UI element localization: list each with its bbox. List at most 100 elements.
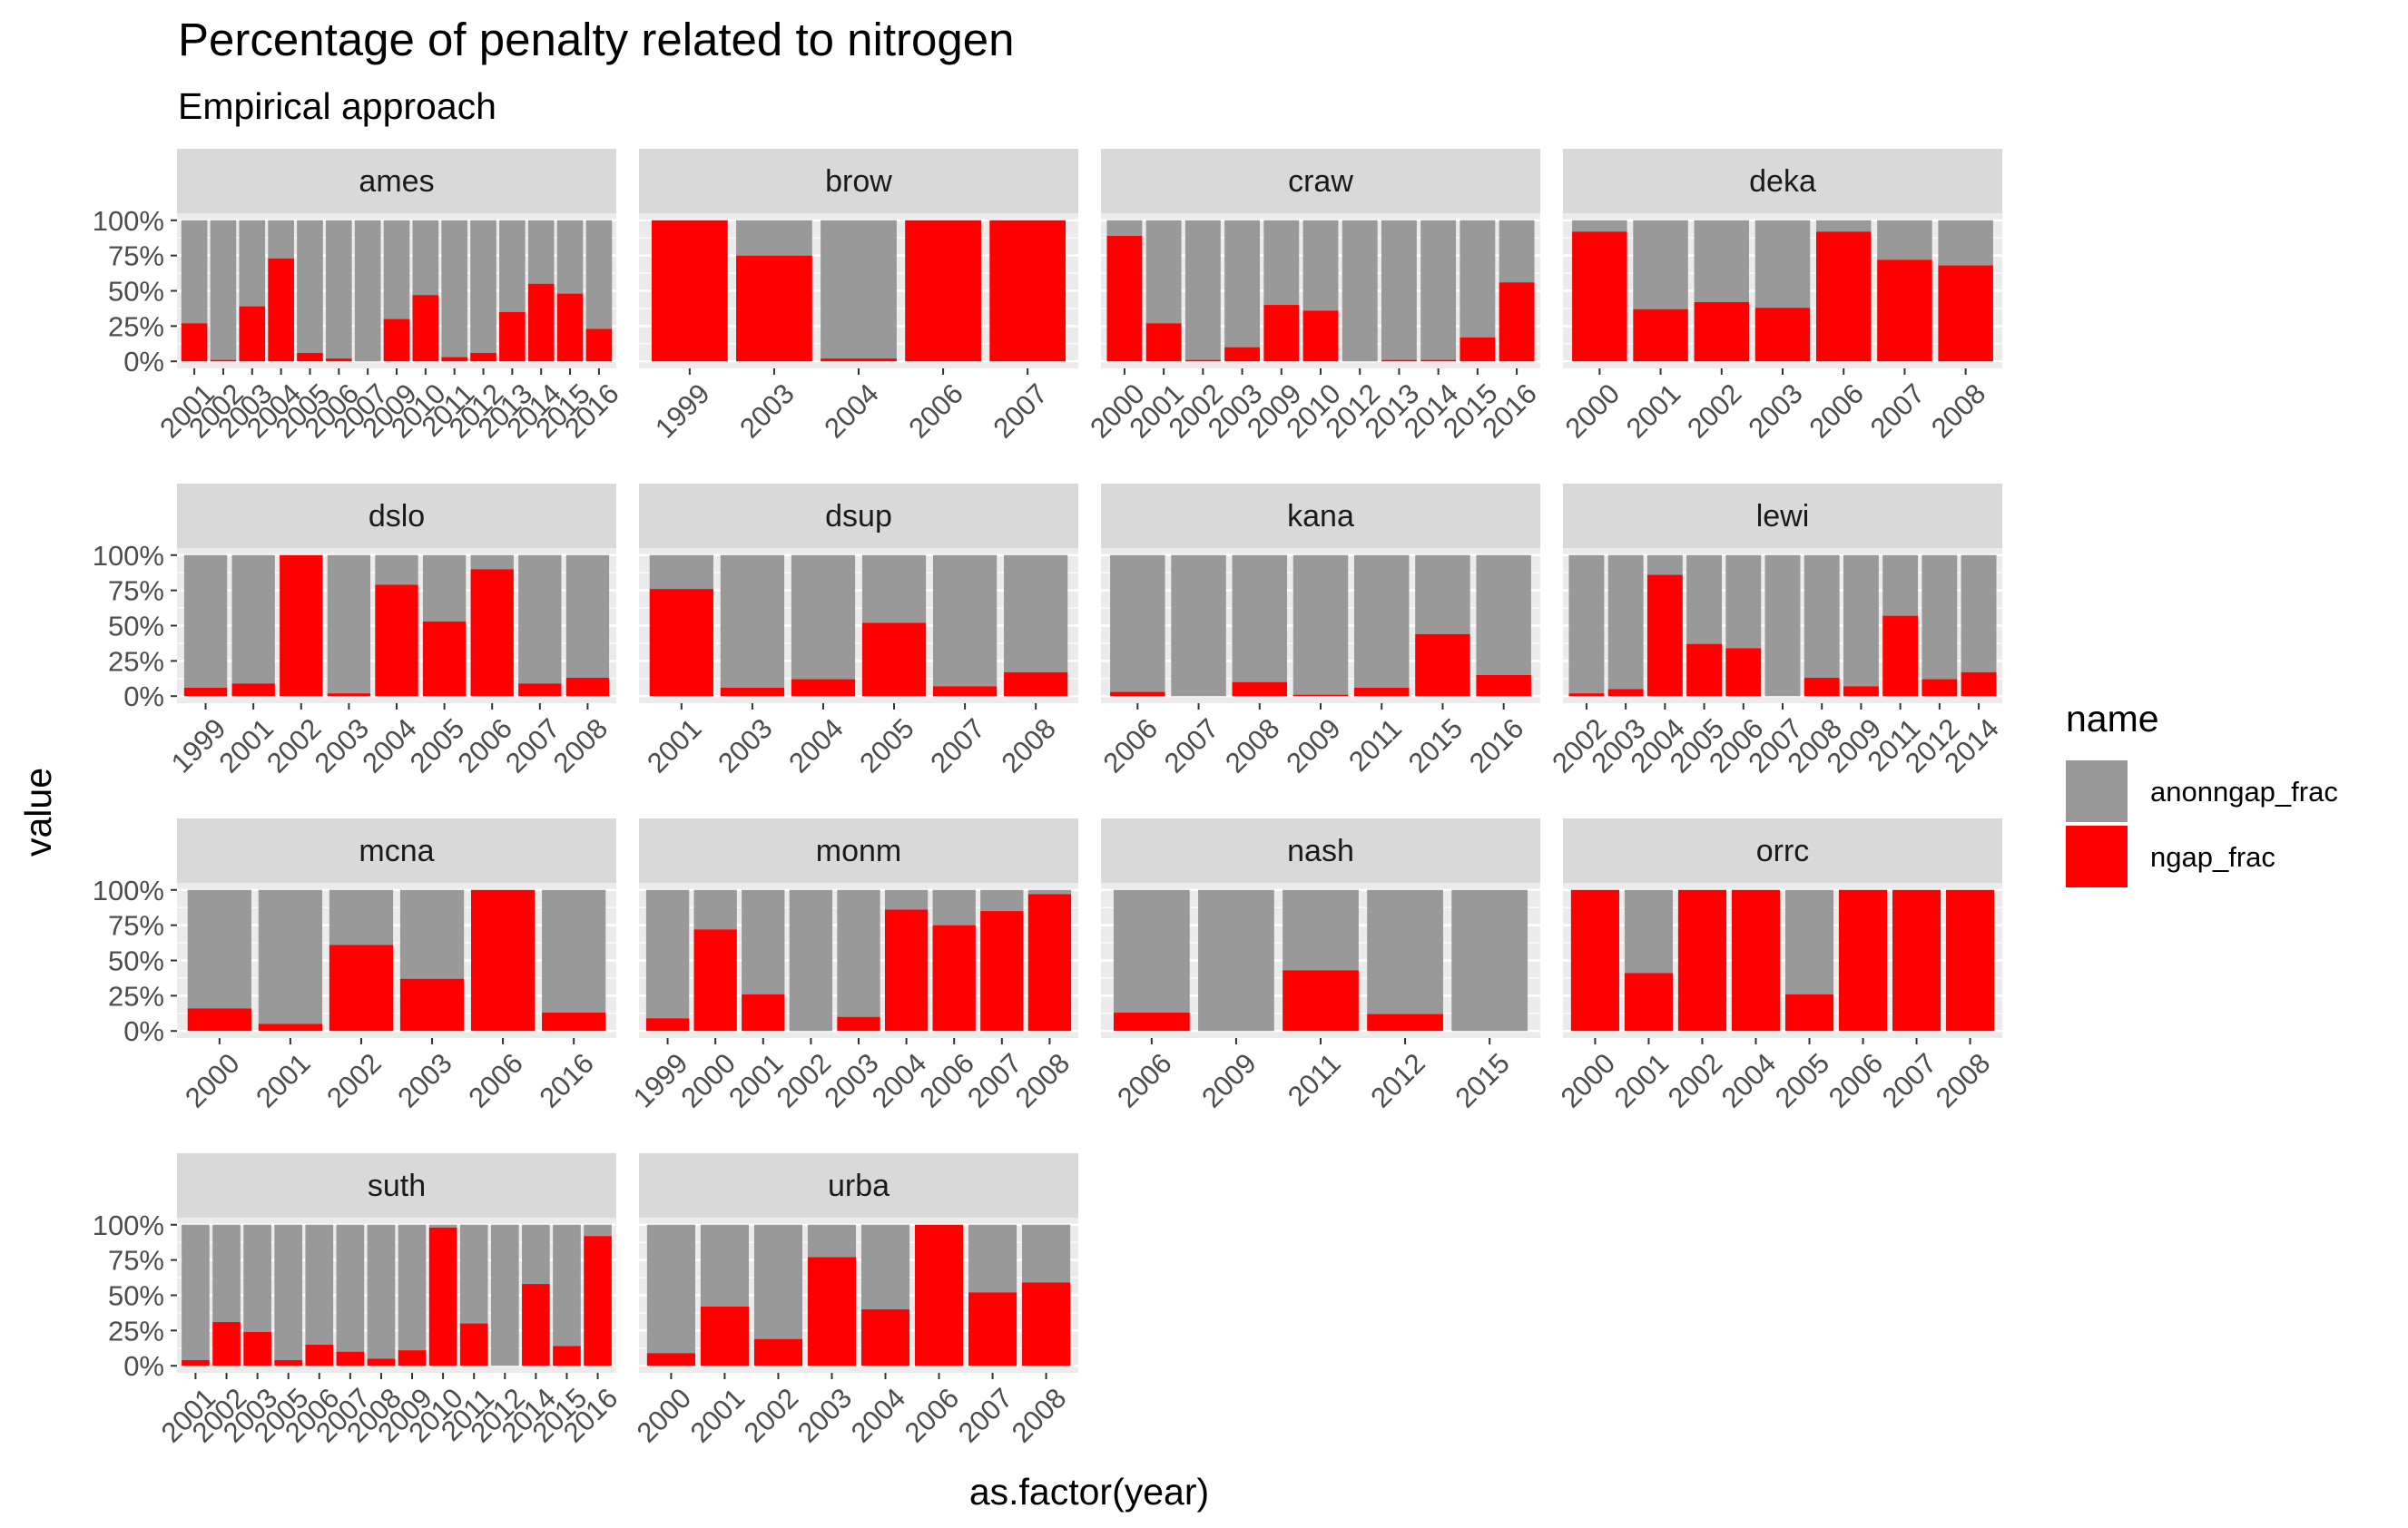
x-tick-label: 2003 [791, 1382, 859, 1449]
x-tick-label: 2007 [1158, 712, 1225, 779]
bar-anonngap-kana-2008 [1232, 554, 1288, 682]
bar-ngap-urba-2003 [807, 1257, 857, 1366]
bar-anonngap-ames-2016 [585, 220, 613, 329]
bar-anonngap-suth-2014 [522, 1224, 550, 1285]
x-tick-label: 2006 [1803, 377, 1870, 445]
bar-ngap-suth-2005 [274, 1360, 303, 1366]
bar-anonngap-suth-2006 [305, 1224, 334, 1345]
y-tick-label: 25% [108, 980, 164, 1012]
legend-key-ngap [2066, 826, 2128, 887]
bar-ngap-suth-2003 [243, 1331, 271, 1366]
bar-anonngap-suth-2015 [553, 1224, 581, 1347]
bar-anonngap-lewi-2011 [1882, 554, 1919, 616]
x-tick-label: 2003 [1742, 377, 1809, 445]
bar-anonngap-craw-2014 [1420, 220, 1457, 360]
x-tick-label: 2002 [260, 712, 328, 779]
panel-craw: craw200020012002200320092010201220132014… [1084, 149, 1543, 445]
panel-ames: ames0%25%50%75%100%200120022003200420052… [93, 149, 625, 445]
bar-anonngap-dsup-2001 [649, 554, 713, 590]
bar-anonngap-brow-2003 [736, 220, 812, 256]
bar-ngap-urba-2008 [1022, 1282, 1071, 1366]
bar-ngap-lewi-2009 [1843, 686, 1879, 697]
bar-anonngap-urba-2004 [860, 1224, 910, 1310]
bar-anonngap-suth-2003 [243, 1224, 271, 1332]
x-axis-title: as.factor(year) [969, 1471, 1209, 1513]
chart-subtitle: Empirical approach [178, 85, 496, 127]
bar-anonngap-deka-2000 [1572, 220, 1627, 232]
bar-anonngap-ames-2006 [325, 220, 352, 359]
bar-anonngap-dslo-2003 [327, 554, 371, 694]
bar-anonngap-deka-2006 [1815, 220, 1872, 232]
bar-ngap-dsup-2004 [791, 679, 856, 697]
y-tick-label: 25% [108, 310, 164, 342]
x-tick-label: 2008 [1925, 377, 1992, 445]
x-tick-label: 2000 [1559, 377, 1627, 445]
bar-ngap-suth-2010 [428, 1227, 457, 1366]
bar-anonngap-nash-2015 [1451, 889, 1528, 1032]
bar-ngap-craw-2016 [1499, 282, 1535, 362]
bar-ngap-brow-2006 [905, 220, 981, 362]
legend-title: name [2066, 698, 2159, 740]
x-tick-label: 2007 [924, 712, 991, 779]
bar-anonngap-kana-2006 [1110, 554, 1165, 692]
bar-anonngap-monm-2004 [884, 889, 929, 910]
bar-anonngap-mcna-2002 [329, 889, 394, 945]
bar-anonngap-ames-2012 [470, 220, 496, 353]
bar-ngap-orrc-2002 [1677, 889, 1727, 1032]
x-tick-label: 2000 [179, 1047, 246, 1114]
facet-strip-label: dslo [369, 499, 425, 534]
bar-ngap-ames-2003 [239, 306, 266, 362]
y-axis-title: value [17, 768, 59, 857]
panel-dslo: dslo0%25%50%75%100%199920012002200320042… [93, 484, 616, 779]
bar-anonngap-craw-2013 [1381, 220, 1417, 360]
chart-title: Percentage of penalty related to nitroge… [178, 14, 1014, 65]
y-tick-label: 75% [108, 240, 164, 272]
x-tick-label: 2008 [547, 712, 614, 779]
panel-nash: nash 2006 2009 2011 2012 2015 [1101, 818, 1540, 1114]
bar-anonngap-suth-2002 [212, 1224, 241, 1323]
legend-key-anonngap [2066, 760, 2128, 822]
bar-ngap-urba-2006 [914, 1224, 964, 1366]
x-tick-label: 2001 [684, 1382, 752, 1449]
bar-ngap-lewi-2004 [1646, 574, 1683, 697]
bar-ngap-dslo-2007 [518, 683, 562, 697]
bar-anonngap-mcna-2016 [542, 889, 606, 1014]
bar-anonngap-monm-1999 [645, 889, 690, 1019]
bar-anonngap-lewi-2008 [1804, 554, 1840, 679]
x-tick-label: 2008 [1930, 1047, 1997, 1114]
bar-anonngap-craw-2001 [1145, 220, 1182, 324]
bar-anonngap-craw-2015 [1460, 220, 1496, 338]
x-tick-label: 2006 [1097, 712, 1165, 779]
bar-anonngap-ames-2001 [181, 220, 208, 324]
bar-anonngap-craw-2000 [1106, 220, 1143, 236]
bar-anonngap-ames-2011 [441, 220, 468, 358]
x-tick-label: 2003 [733, 377, 801, 445]
bar-ngap-ames-2011 [441, 357, 468, 362]
bar-ngap-deka-2001 [1633, 309, 1688, 362]
y-tick-label: 0% [123, 681, 164, 712]
bar-ngap-ames-2001 [181, 323, 208, 362]
facet-strip-label: lewi [1756, 499, 1810, 534]
bar-anonngap-dsup-2007 [932, 554, 998, 687]
bar-anonngap-dsup-2003 [720, 554, 785, 688]
bar-anonngap-dsup-2008 [1004, 554, 1068, 672]
x-tick-label: 2003 [712, 712, 779, 779]
bar-ngap-ames-2014 [527, 283, 555, 362]
x-tick-label: 2011 [1342, 712, 1408, 778]
x-tick-label: 2001 [1608, 1047, 1676, 1114]
bar-ngap-urba-2000 [646, 1353, 695, 1366]
bar-ngap-dslo-2008 [565, 678, 610, 697]
facet-strip [1101, 149, 1540, 213]
y-tick-label: 50% [108, 1280, 164, 1312]
bar-ngap-orrc-2007 [1892, 889, 1941, 1032]
y-tick-label: 50% [108, 611, 164, 642]
bar-ngap-suth-2009 [398, 1350, 427, 1366]
bar-ngap-ames-2012 [470, 352, 496, 362]
bar-ngap-deka-2008 [1938, 265, 1993, 362]
bar-anonngap-mcna-2000 [187, 889, 251, 1009]
bar-anonngap-mcna-2001 [258, 889, 323, 1024]
x-tick-label: 2001 [212, 712, 280, 779]
